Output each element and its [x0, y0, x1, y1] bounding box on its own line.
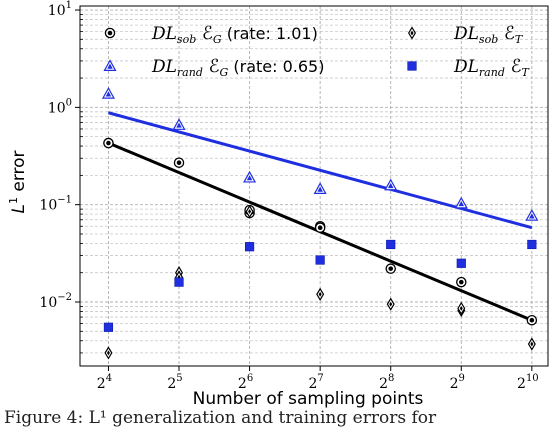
data-point-square — [386, 239, 396, 250]
marker-dot — [529, 317, 535, 323]
chart: 10−2 10−1 100 101 24 25 26 27 28 29 210 DLsob ℰG (… — [7, 0, 549, 408]
y-axis-label: L1 error — [7, 150, 29, 213]
y-tick-label: 101 — [48, 0, 72, 19]
series-points — [101, 87, 539, 221]
minor-grid — [80, 14, 548, 354]
data-point-diamond — [527, 337, 536, 351]
x-tick-label: 26 — [238, 373, 253, 392]
series-points — [104, 204, 536, 360]
data-point-circle — [526, 314, 538, 326]
marker-inner — [458, 200, 465, 207]
marker-dot — [458, 279, 464, 285]
marker-inner — [459, 305, 463, 311]
data-point-diamond — [104, 346, 113, 360]
data-point-triangle — [172, 118, 186, 130]
figure-caption: Figure 4: L¹ generalization and training… — [4, 408, 437, 428]
data-point-circle — [385, 263, 396, 274]
marker-inner — [176, 122, 182, 128]
x-tick-label: 27 — [308, 373, 323, 392]
fit-line — [108, 111, 533, 230]
data-point-square — [407, 61, 417, 71]
x-tick-label: 29 — [450, 373, 465, 392]
data-point-diamond — [316, 287, 325, 301]
data-point-square — [103, 322, 114, 332]
data-points — [101, 87, 539, 360]
data-point-diamond — [386, 297, 395, 311]
marker-dot — [176, 160, 182, 165]
data-point-square — [244, 242, 255, 252]
data-point-square — [315, 255, 325, 265]
y-tick-label: 10−1 — [39, 195, 72, 214]
marker-inner — [410, 30, 414, 36]
legend: DLsob ℰG (rate: 1.01) DLrand ℰG (rate: 0.… — [103, 23, 531, 79]
x-tick-label: 210 — [517, 373, 539, 392]
data-point-triangle — [103, 59, 117, 72]
marker-dot — [388, 266, 394, 271]
data-point-circle — [104, 27, 116, 39]
marker-inner — [387, 182, 394, 189]
data-point-triangle — [525, 208, 539, 221]
data-point-triangle — [454, 196, 468, 209]
marker-inner — [529, 213, 535, 219]
series-points — [103, 239, 537, 332]
marker-inner — [389, 301, 393, 307]
legend-entry-label: DLsob ℰT — [453, 23, 524, 46]
y-tick-label: 10−2 — [39, 292, 72, 311]
data-point-triangle — [384, 178, 398, 191]
y-axis-label-text: L1 error — [7, 150, 29, 213]
data-point-diamond — [245, 204, 254, 219]
data-point-square — [174, 277, 184, 287]
data-point-circle — [173, 157, 185, 168]
marker-inner — [246, 175, 253, 181]
x-tick-label: 25 — [167, 373, 182, 392]
marker-dot — [107, 30, 113, 36]
data-point-triangle — [243, 170, 257, 183]
marker-inner — [107, 63, 113, 69]
marker-inner — [105, 91, 112, 97]
marker-dot — [317, 225, 323, 231]
marker-inner — [317, 186, 323, 192]
data-point-square — [527, 239, 537, 250]
legend-entry-label: DLrand ℰG (rate: 0.65) — [151, 56, 324, 79]
data-point-triangle — [313, 182, 327, 194]
marker-inner — [530, 341, 534, 347]
data-point-square — [456, 258, 466, 268]
x-tick-label: 24 — [97, 373, 112, 392]
legend-entry-label: DLrand ℰT — [453, 56, 531, 79]
marker-inner — [177, 274, 181, 280]
data-point-triangle — [101, 87, 115, 99]
x-tick-label: 28 — [379, 373, 394, 392]
marker-inner — [248, 209, 252, 215]
axis-ticks: 10−2 10−1 100 101 24 25 26 27 28 29 210 — [39, 0, 538, 392]
data-point-circle — [456, 276, 467, 288]
marker-inner — [106, 350, 110, 356]
data-point-diamond — [457, 301, 466, 316]
marker-inner — [318, 291, 322, 297]
major-grid — [80, 6, 548, 366]
plot-frame — [79, 5, 549, 367]
data-point-diamond — [408, 26, 416, 40]
data-point-circle — [103, 137, 114, 149]
legend-entry-label: DLsob ℰG (rate: 1.01) — [151, 23, 318, 46]
marker-dot — [106, 140, 111, 146]
y-tick-label: 100 — [48, 97, 72, 116]
x-axis-label: Number of sampling points — [193, 389, 424, 408]
data-point-circle — [314, 222, 326, 233]
